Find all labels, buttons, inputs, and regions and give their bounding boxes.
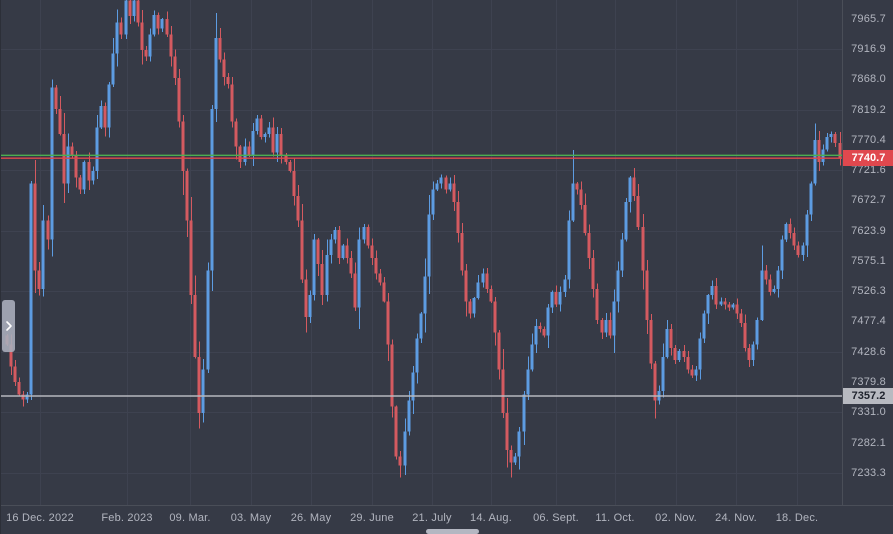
- time-axis-label: 16 Dec. 2022: [6, 512, 74, 524]
- level-price-tag: 7357.2: [843, 388, 893, 404]
- price-axis-label: 7868.0: [851, 73, 886, 85]
- price-axis-label: 7233.3: [851, 467, 886, 479]
- time-axis[interactable]: 16 Dec. 2022 Feb. 2023 09. Mar. 03. May 26. …: [1, 505, 893, 534]
- price-axis-label: 7331.0: [851, 406, 886, 418]
- price-axis-label: 7575.1: [851, 255, 886, 267]
- price-axis[interactable]: 7740.7 7357.2 7965.7 7916.9 7868.0 7819.2 77…: [842, 0, 893, 505]
- chevron-right-icon: [5, 321, 12, 331]
- price-axis-label: 7526.3: [851, 285, 886, 297]
- price-axis-label: 7916.9: [851, 43, 886, 55]
- time-axis-label: 26. May: [290, 512, 332, 524]
- candlestick-chart: [1, 0, 842, 505]
- chart-plot-area[interactable]: [1, 0, 842, 505]
- time-axis-label: 24. Nov.: [715, 512, 757, 524]
- time-axis-label: 14. Aug.: [470, 512, 512, 524]
- price-axis-label: 7282.1: [851, 437, 886, 449]
- time-axis-label: 02. Nov.: [655, 512, 697, 524]
- price-axis-label: 7770.4: [851, 134, 886, 146]
- price-axis-label: 7721.6: [851, 164, 886, 176]
- price-axis-label: 7428.6: [851, 346, 886, 358]
- price-axis-label: 7623.9: [851, 225, 886, 237]
- horizontal-scrollbar-thumb[interactable]: [426, 529, 479, 534]
- price-axis-label: 7672.7: [851, 194, 886, 206]
- price-axis-label: 7965.7: [851, 13, 886, 25]
- time-axis-label: 06. Sept.: [533, 512, 579, 524]
- time-axis-label: 18. Dec.: [775, 512, 819, 524]
- time-axis-label: 09. Mar.: [169, 512, 211, 524]
- time-axis-label: 11. Oct.: [595, 512, 635, 524]
- price-axis-label: 7379.8: [851, 376, 886, 388]
- time-axis-label: 29. June: [350, 512, 394, 524]
- time-axis-label: 03. May: [230, 512, 272, 524]
- time-axis-label: Feb. 2023: [101, 512, 153, 524]
- price-axis-label: 7477.4: [851, 315, 886, 327]
- sidebar-expand-handle[interactable]: [2, 300, 15, 352]
- time-axis-label: 21. July: [412, 512, 452, 524]
- price-axis-label: 7819.2: [851, 104, 886, 116]
- current-price-tag: 7740.7: [843, 150, 893, 166]
